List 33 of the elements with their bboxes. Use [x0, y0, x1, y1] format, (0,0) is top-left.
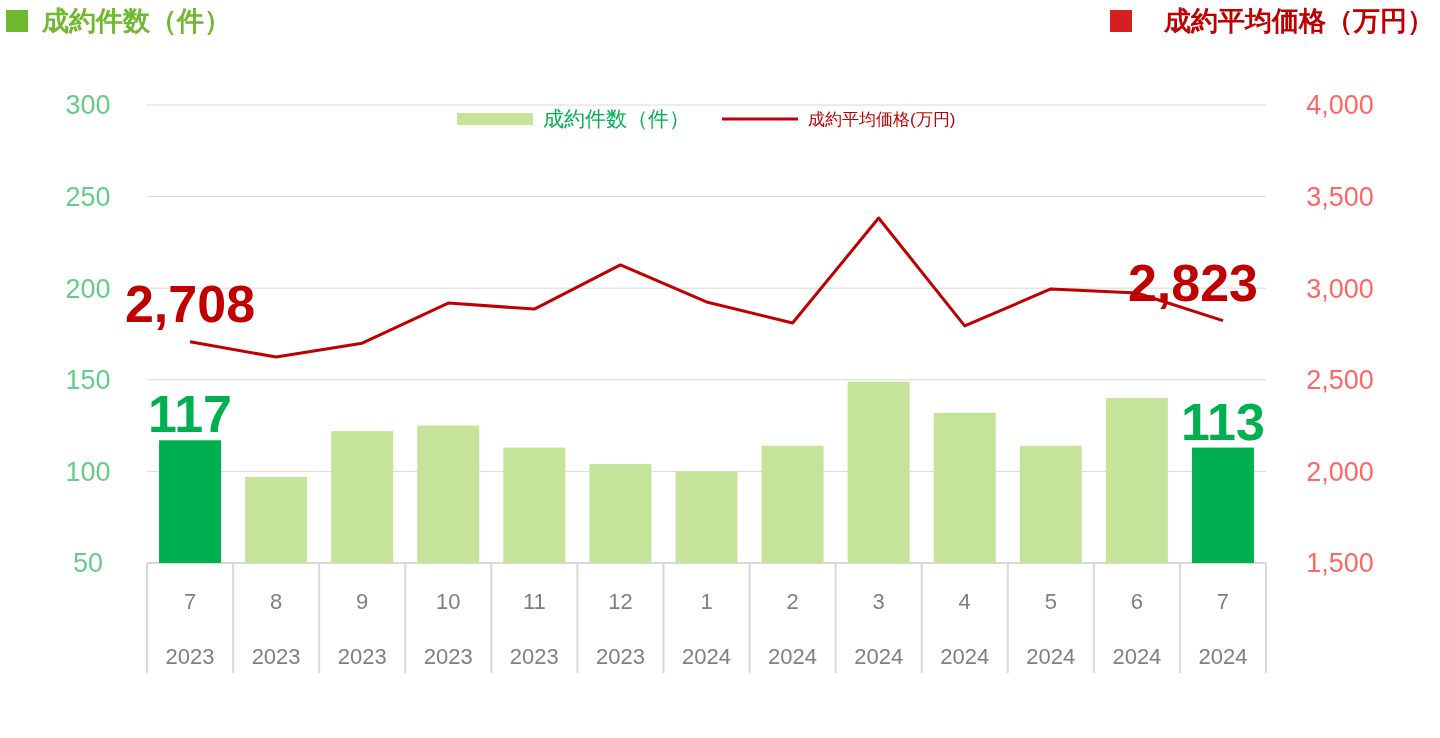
category-label: 9 2023: [337, 588, 387, 669]
category-label: 12 2023: [595, 588, 645, 669]
y2-axis-title: 成約平均価格（万円）: [1163, 6, 1434, 37]
category-label: 10 2023: [423, 588, 473, 669]
y2-tick-label: 4,000: [1306, 90, 1374, 121]
y-tick-label: 50: [72, 548, 104, 579]
y-axis-title: 成約件数（件）: [41, 6, 231, 37]
category-label: 7 2024: [1198, 588, 1248, 669]
category-label: 6 2024: [1112, 588, 1162, 669]
category-label: 7 2023: [165, 588, 215, 669]
y2-tick-label: 1,500: [1306, 548, 1374, 579]
y2-tick-label: 3,500: [1306, 182, 1374, 213]
y2-tick-label: 2,000: [1306, 456, 1374, 487]
data-label: 2,823: [1127, 253, 1259, 312]
category-label: 3 2024: [854, 588, 904, 669]
category-label: 8 2023: [251, 588, 301, 669]
category-label: 11 2023: [509, 588, 559, 669]
legend-label: 成約平均価格(万円): [808, 109, 956, 129]
y-tick-label: 200: [65, 273, 111, 304]
category-label: 5 2024: [1026, 588, 1076, 669]
y-tick-label: 250: [65, 182, 111, 213]
data-label: 117: [148, 385, 232, 444]
legend-label: 成約件数（件）: [543, 107, 690, 131]
y-tick-label: 300: [65, 90, 111, 121]
category-label: 4 2024: [940, 588, 990, 669]
data-label: 113: [1181, 392, 1265, 451]
y2-tick-label: 2,500: [1306, 365, 1374, 396]
y2-tick-label: 3,000: [1306, 273, 1374, 304]
y-tick-label: 150: [65, 365, 111, 396]
category-label: 2 2024: [768, 588, 818, 669]
data-label: 2,708: [124, 274, 256, 333]
category-label: 1 2024: [682, 588, 731, 669]
y-tick-label: 100: [65, 456, 111, 487]
